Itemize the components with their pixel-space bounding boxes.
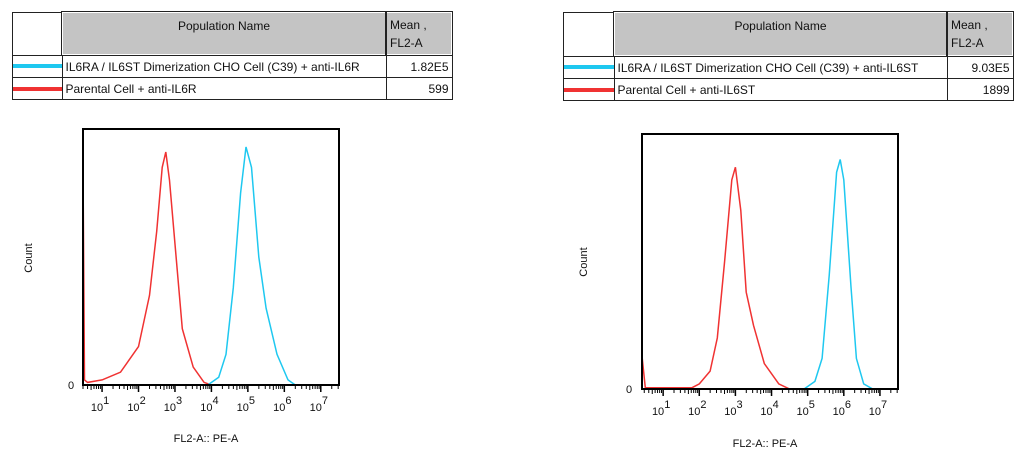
- legend-table-left: Population Name Mean , FL2-A IL6RA / IL6S…: [12, 11, 453, 100]
- x-tick-exponent: 6: [285, 395, 291, 407]
- plot-frame: [82, 128, 340, 386]
- x-tick-base: 10: [760, 406, 772, 418]
- population-name: IL6RA / IL6ST Dimerization CHO Cell (C39…: [61, 54, 387, 78]
- x-tick-label: 105: [237, 395, 255, 414]
- x-tick-label: 105: [796, 399, 814, 418]
- x-tick-exponent: 1: [103, 395, 109, 407]
- header-population-name: Population Name: [61, 11, 387, 56]
- x-tick-base: 10: [237, 402, 249, 414]
- population-name: IL6RA / IL6ST Dimerization CHO Cell (C39…: [613, 55, 948, 79]
- x-tick-exponent: 7: [322, 395, 328, 407]
- x-tick-label: 106: [273, 395, 291, 414]
- histogram-series-red: [82, 151, 339, 386]
- x-tick-exponent: 6: [845, 399, 851, 411]
- y-tick-label-zero: 0: [68, 380, 74, 392]
- legend-table-right: Population Name Mean , FL2-A IL6RA / IL6S…: [563, 11, 1014, 101]
- x-tick-exponent: 1: [664, 399, 670, 411]
- population-mean: 1899: [946, 78, 1014, 101]
- x-tick-label: 102: [688, 399, 706, 418]
- x-tick-exponent: 2: [140, 395, 146, 407]
- population-name: Parental Cell + anti-IL6ST: [613, 78, 948, 101]
- x-tick-exponent: 2: [700, 399, 706, 411]
- header-mean-line1: Mean ,: [390, 18, 427, 32]
- x-tick-label: 101: [91, 395, 109, 414]
- y-tick-label-zero: 0: [626, 384, 632, 396]
- x-tick-exponent: 5: [809, 399, 815, 411]
- plot-frame: [641, 133, 899, 390]
- x-tick-base: 10: [688, 406, 700, 418]
- x-axis-label: FL2-A:: PE-A: [174, 433, 239, 445]
- x-tick-label: 107: [869, 399, 887, 418]
- x-tick-base: 10: [273, 402, 285, 414]
- population-name: Parental Cell + anti-IL6R: [61, 77, 387, 100]
- legend-header-blank: [563, 11, 615, 57]
- x-tick-exponent: 7: [881, 399, 887, 411]
- x-tick-base: 10: [796, 406, 808, 418]
- header-population-name: Population Name: [613, 11, 948, 57]
- x-tick-exponent: 3: [736, 399, 742, 411]
- x-axis-label: FL2-A:: PE-A: [733, 438, 798, 450]
- x-tick-base: 10: [127, 402, 139, 414]
- histogram-series-red: [641, 166, 880, 390]
- x-tick-label: 104: [200, 395, 218, 414]
- x-tick-base: 10: [164, 402, 176, 414]
- x-tick-label: 102: [127, 395, 145, 414]
- x-tick-base: 10: [200, 402, 212, 414]
- x-tick-exponent: 3: [176, 395, 182, 407]
- population-mean: 599: [385, 77, 453, 100]
- legend-swatch-red: [12, 77, 63, 100]
- x-tick-exponent: 4: [773, 399, 779, 411]
- x-tick-label: 103: [724, 399, 742, 418]
- x-tick-base: 10: [833, 406, 845, 418]
- x-tick-label: 103: [164, 395, 182, 414]
- y-axis-label: Count: [578, 247, 590, 276]
- x-tick-base: 10: [310, 402, 322, 414]
- legend-header-blank: [12, 11, 63, 56]
- x-tick-label: 104: [760, 399, 778, 418]
- header-mean-line2: FL2-A: [951, 36, 984, 50]
- x-tick-base: 10: [869, 406, 881, 418]
- y-axis-label: Count: [23, 243, 35, 272]
- header-mean-line2: FL2-A: [390, 36, 423, 50]
- header-mean: Mean , FL2-A: [385, 11, 453, 56]
- x-tick-base: 10: [652, 406, 664, 418]
- header-mean: Mean , FL2-A: [946, 11, 1014, 57]
- histogram-series-blue: [83, 146, 339, 386]
- x-tick-base: 10: [91, 402, 103, 414]
- x-tick-exponent: 4: [212, 395, 218, 407]
- histogram-series-blue: [642, 159, 898, 390]
- x-tick-base: 10: [724, 406, 736, 418]
- x-tick-label: 106: [833, 399, 851, 418]
- x-tick-label: 101: [652, 399, 670, 418]
- header-mean-line1: Mean ,: [951, 18, 988, 32]
- x-tick-exponent: 5: [249, 395, 255, 407]
- x-tick-label: 107: [310, 395, 328, 414]
